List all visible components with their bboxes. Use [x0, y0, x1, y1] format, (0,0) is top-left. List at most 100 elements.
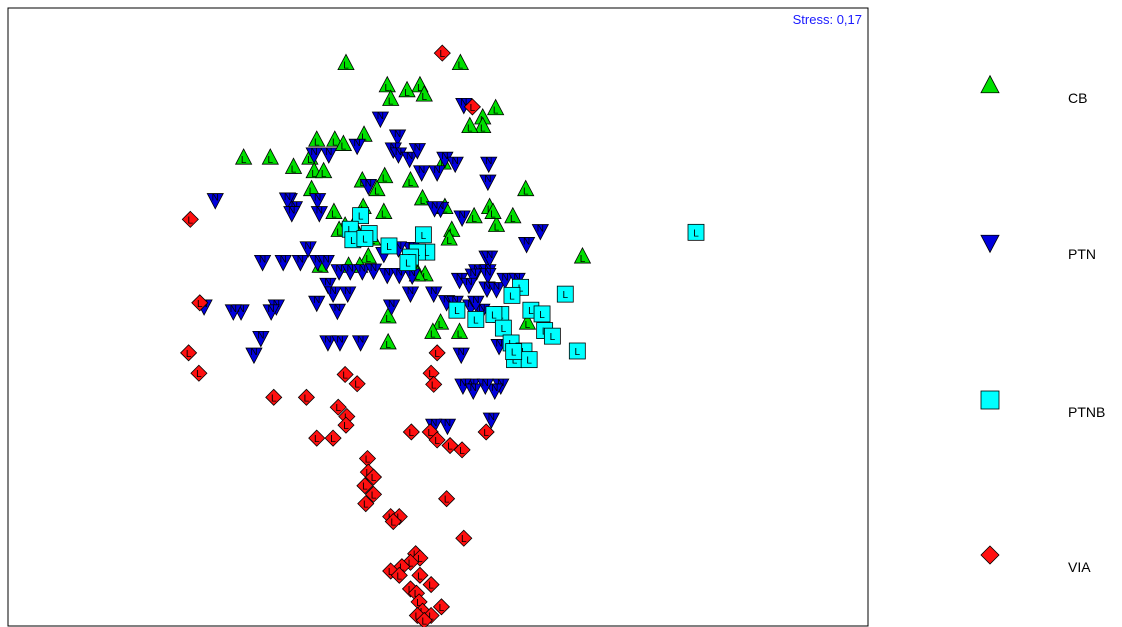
- data-point-ptn: N: [320, 147, 338, 164]
- data-point-cb: L: [326, 130, 344, 148]
- data-point-via: L: [463, 98, 481, 116]
- data-point-ptn: N: [401, 286, 420, 303]
- point-letter: L: [526, 356, 532, 367]
- data-point-ptnb: L: [687, 223, 705, 241]
- data-point-ptn: N: [486, 383, 504, 400]
- point-letter: L: [366, 254, 372, 265]
- point-marker: [337, 416, 355, 434]
- point-marker: [384, 512, 402, 531]
- point-marker: [378, 75, 396, 93]
- point-marker: [291, 254, 310, 272]
- data-point-cb: L: [573, 246, 592, 265]
- point-letter: L: [446, 236, 452, 247]
- data-point-ptnb: L: [503, 286, 521, 304]
- data-point-cb: L: [484, 202, 502, 221]
- point-letter: N: [334, 303, 341, 314]
- point-marker: [401, 286, 420, 303]
- point-letter: L: [523, 187, 529, 198]
- point-letter: L: [362, 482, 368, 493]
- data-point-cb: L: [517, 179, 535, 198]
- point-letter: N: [329, 286, 336, 297]
- data-point-ptnb: L: [494, 319, 512, 337]
- point-marker: [326, 130, 344, 147]
- data-point-cb: L: [431, 313, 450, 331]
- point-letter: L: [447, 442, 453, 453]
- point-letter: N: [465, 277, 472, 288]
- data-point-via: L: [433, 44, 451, 62]
- data-point-via: L: [337, 416, 355, 434]
- point-marker: [357, 495, 375, 513]
- point-marker: [224, 304, 242, 321]
- data-point-ptn: N: [480, 156, 498, 174]
- point-letter: L: [241, 155, 247, 166]
- point-marker: [400, 151, 419, 169]
- point-letter: L: [417, 554, 423, 565]
- point-letter: N: [430, 418, 437, 429]
- point-letter: N: [443, 295, 450, 306]
- point-marker: [265, 388, 283, 406]
- data-point-ptn: N: [339, 286, 357, 303]
- data-point-cb: L: [284, 157, 303, 175]
- point-letter: N: [257, 330, 264, 341]
- point-marker: [408, 143, 427, 160]
- point-letter: L: [408, 178, 414, 189]
- point-marker: [476, 378, 494, 396]
- data-point-ptn: N: [464, 383, 482, 400]
- point-letter: L: [397, 513, 403, 524]
- data-point-ptn: N: [400, 151, 419, 169]
- point-letter: N: [395, 241, 402, 252]
- point-letter: L: [444, 495, 450, 506]
- point-marker: [371, 111, 390, 129]
- point-letter: L: [421, 616, 427, 627]
- point-marker: [364, 468, 383, 486]
- data-point-via: L: [364, 485, 383, 503]
- data-point-cb: L: [379, 306, 397, 325]
- point-letter: N: [347, 264, 354, 275]
- data-point-ptnb: L: [543, 327, 561, 345]
- point-letter: N: [384, 267, 391, 278]
- data-point-ptnb: L: [485, 306, 503, 323]
- point-letter: N: [493, 282, 500, 293]
- data-point-cb: L: [487, 215, 506, 234]
- point-letter: L: [342, 370, 348, 381]
- data-point-ptn: N: [351, 335, 370, 352]
- data-point-ptn: N: [452, 347, 470, 365]
- point-letter: N: [459, 378, 466, 389]
- data-point-cb: L: [378, 75, 396, 94]
- data-point-via: L: [181, 210, 199, 228]
- point-letter: L: [196, 369, 202, 380]
- point-letter: L: [575, 347, 581, 358]
- point-letter: N: [444, 418, 451, 429]
- point-letter: L: [362, 235, 368, 246]
- point-letter: N: [250, 347, 257, 358]
- point-letter: L: [467, 124, 473, 135]
- data-point-ptn: N: [467, 295, 485, 313]
- point-marker: [448, 301, 466, 319]
- point-marker: [412, 165, 431, 182]
- point-letter: L: [343, 61, 349, 72]
- point-marker: [348, 375, 366, 393]
- point-letter: N: [437, 201, 444, 212]
- point-letter: N: [230, 304, 237, 315]
- data-point-cb: L: [359, 246, 378, 265]
- point-letter: L: [416, 598, 422, 609]
- point-marker: [308, 130, 326, 147]
- legend-marker-ptnb: [980, 390, 1000, 410]
- point-letter: L: [321, 169, 327, 180]
- data-point-ptn: N: [308, 193, 327, 210]
- point-marker: [461, 116, 479, 134]
- point-letter: N: [316, 206, 323, 217]
- point-letter: L: [331, 210, 337, 221]
- point-marker: [319, 335, 337, 352]
- point-marker: [428, 344, 446, 362]
- point-letter: N: [467, 299, 474, 310]
- data-point-cb: L: [401, 170, 420, 189]
- point-letter: L: [358, 212, 364, 223]
- point-marker: [480, 156, 498, 174]
- data-point-cb: L: [474, 116, 492, 135]
- legend: CB PTN PTNB VIA: [980, 74, 1105, 575]
- point-letter: N: [297, 254, 304, 265]
- point-marker: [484, 202, 502, 219]
